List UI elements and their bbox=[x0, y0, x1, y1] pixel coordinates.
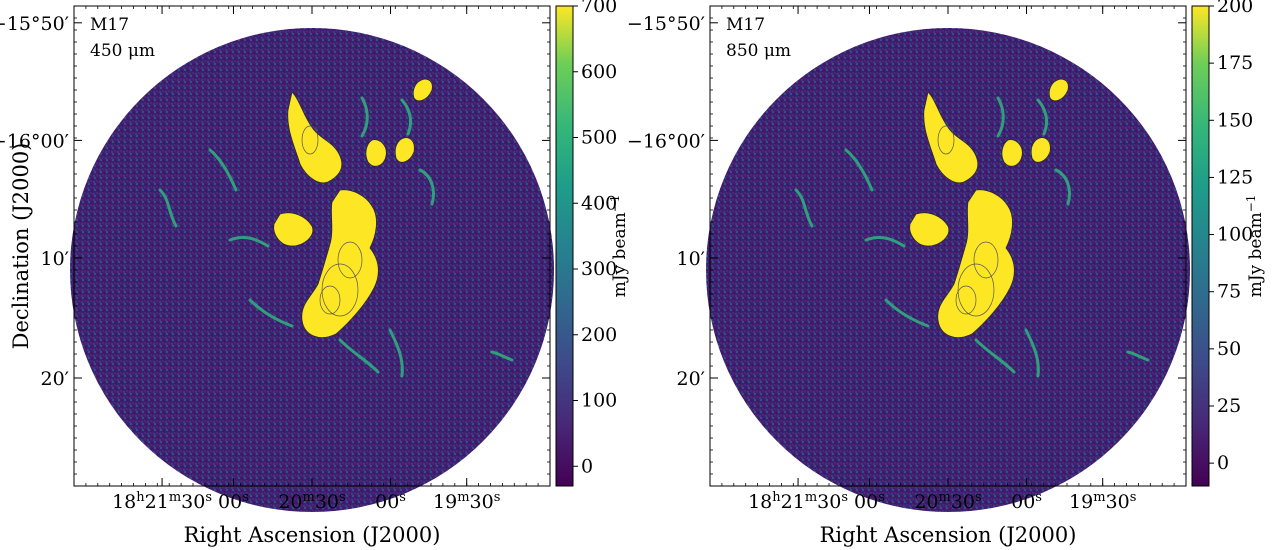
x-tick-label: 19m30s bbox=[433, 490, 500, 513]
contour bbox=[319, 285, 341, 315]
x-tick-label: 18h21m30s bbox=[112, 490, 212, 513]
filament bbox=[400, 98, 412, 136]
x-axis-label: Right Ascension (J2000) bbox=[184, 523, 441, 547]
panel-2: 18h21m30s 00s 20m30s 00s 19m30s −15°50′ −16°00… bbox=[627, 0, 1266, 547]
y-tick-label: 20′ bbox=[677, 368, 706, 390]
colorbar-tick-label: 75 bbox=[1217, 281, 1241, 303]
source-label: M17 bbox=[726, 15, 765, 35]
filament bbox=[228, 236, 270, 248]
filament bbox=[490, 350, 514, 362]
filament bbox=[864, 236, 906, 248]
contour bbox=[955, 285, 977, 315]
emission-clump bbox=[365, 139, 387, 167]
x-tick-label: 00s bbox=[218, 490, 249, 513]
emission-clump bbox=[1048, 78, 1069, 102]
x-tick-label: 00s bbox=[854, 490, 885, 513]
colorbar-tick-label: 400 bbox=[581, 192, 617, 214]
filament bbox=[158, 188, 178, 228]
y-tick-label: −15°50′ bbox=[0, 13, 69, 35]
filament bbox=[1036, 98, 1048, 136]
emission-region bbox=[794, 78, 1150, 378]
y-tick-label: −15°50′ bbox=[627, 13, 705, 35]
colorbar-tick-label: 100 bbox=[581, 390, 617, 412]
colorbar-tick-label: 200 bbox=[1217, 0, 1253, 17]
filament bbox=[1024, 328, 1040, 378]
x-tick-label: 20m30s bbox=[914, 490, 981, 513]
colorbar-tick-label: 125 bbox=[1217, 166, 1253, 188]
x-tick-label: 00s bbox=[1011, 490, 1042, 513]
colorbar-tick-label: 50 bbox=[1217, 338, 1241, 360]
emission-clump bbox=[412, 78, 433, 102]
filament bbox=[360, 96, 369, 138]
emission-clump bbox=[909, 212, 950, 247]
x-tick-label: 00s bbox=[375, 490, 406, 513]
panel-1: 18h21m30s 00s 20m30s 00s 19m30s −15°50′ −16°00… bbox=[0, 0, 630, 547]
contour bbox=[973, 241, 999, 279]
filament bbox=[884, 298, 930, 328]
y-axis-label: Declination (J2000) bbox=[9, 143, 33, 350]
filament bbox=[1054, 168, 1071, 206]
y-tick-label: 10′ bbox=[41, 248, 70, 270]
emission-clump bbox=[937, 189, 1015, 338]
source-label: M17 bbox=[90, 15, 129, 35]
colorbar-tick-label: 150 bbox=[1217, 109, 1253, 131]
emission-clump bbox=[273, 212, 314, 247]
filament bbox=[418, 168, 435, 206]
emission-clump bbox=[923, 91, 979, 184]
filament bbox=[1126, 350, 1150, 362]
emission-region bbox=[158, 78, 514, 378]
x-tick-label: 18h21m30s bbox=[748, 490, 848, 513]
contour bbox=[337, 241, 363, 279]
emission-clump bbox=[1001, 139, 1023, 167]
wavelength-label: 450 μm bbox=[90, 41, 155, 61]
filament bbox=[974, 338, 1016, 374]
y-tick-label: 10′ bbox=[677, 248, 706, 270]
colorbar-tick-label: 175 bbox=[1217, 52, 1253, 74]
filament bbox=[338, 338, 380, 374]
filament bbox=[996, 96, 1005, 138]
colorbar-tick-label: 0 bbox=[581, 455, 593, 477]
x-axis-label: Right Ascension (J2000) bbox=[820, 523, 1077, 547]
colorbar-tick-label: 500 bbox=[581, 127, 617, 149]
colorbar bbox=[555, 5, 574, 487]
y-tick-label: −16°00′ bbox=[627, 130, 705, 152]
contour bbox=[321, 263, 359, 317]
y-tick-label: −16°00′ bbox=[0, 130, 69, 152]
emission-clump bbox=[394, 137, 415, 163]
wavelength-label: 850 μm bbox=[726, 41, 791, 61]
colorbar-label: mJy beam−1 bbox=[608, 195, 630, 298]
emission-clump bbox=[301, 189, 379, 338]
colorbar-tick-label: 700 bbox=[581, 0, 617, 17]
filament bbox=[208, 148, 238, 192]
colorbar-tick-label: 0 bbox=[1217, 452, 1229, 474]
emission-clump bbox=[1030, 137, 1051, 163]
contour bbox=[957, 263, 995, 317]
filament bbox=[248, 298, 294, 328]
filament bbox=[844, 148, 874, 192]
colorbar-tick-label: 100 bbox=[1217, 224, 1253, 246]
colorbar bbox=[1191, 5, 1210, 487]
colorbar-tick-label: 600 bbox=[581, 61, 617, 83]
emission-clump bbox=[287, 91, 343, 184]
contour bbox=[937, 125, 955, 155]
y-tick-label: 20′ bbox=[41, 368, 70, 390]
colorbar-label: mJy beam−1 bbox=[1244, 195, 1266, 298]
colorbar-tick-label: 200 bbox=[581, 324, 617, 346]
filament bbox=[794, 188, 814, 228]
contour bbox=[301, 125, 319, 155]
x-tick-label: 19m30s bbox=[1069, 490, 1136, 513]
sky-map bbox=[706, 28, 1190, 512]
colorbar-tick-label: 25 bbox=[1217, 395, 1241, 417]
sky-map bbox=[70, 28, 554, 512]
x-tick-label: 20m30s bbox=[278, 490, 345, 513]
colorbar-tick-label: 300 bbox=[581, 258, 617, 280]
filament bbox=[388, 328, 404, 378]
